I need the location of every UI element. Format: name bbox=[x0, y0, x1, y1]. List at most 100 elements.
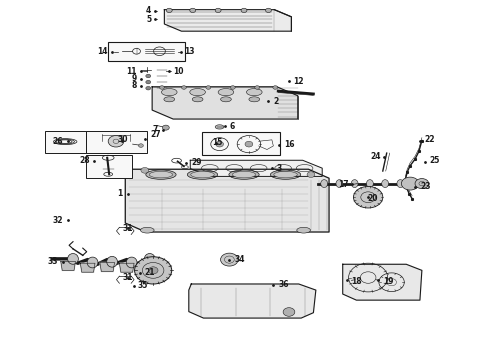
Text: 32: 32 bbox=[53, 216, 63, 225]
Text: 12: 12 bbox=[293, 77, 303, 86]
Polygon shape bbox=[120, 263, 134, 272]
Text: 8: 8 bbox=[131, 81, 137, 90]
Ellipse shape bbox=[297, 227, 311, 233]
Bar bbox=[45, 131, 86, 153]
Ellipse shape bbox=[215, 125, 224, 129]
Polygon shape bbox=[80, 263, 95, 272]
Polygon shape bbox=[152, 87, 298, 119]
Text: 22: 22 bbox=[425, 135, 435, 144]
Ellipse shape bbox=[382, 180, 389, 188]
Ellipse shape bbox=[126, 257, 137, 268]
Ellipse shape bbox=[321, 180, 328, 188]
Text: 15: 15 bbox=[212, 138, 222, 147]
Text: 17: 17 bbox=[338, 180, 348, 189]
Text: 2: 2 bbox=[273, 96, 279, 105]
Ellipse shape bbox=[146, 170, 176, 179]
Ellipse shape bbox=[107, 256, 118, 267]
Circle shape bbox=[220, 253, 238, 266]
Text: 14: 14 bbox=[97, 47, 107, 56]
Polygon shape bbox=[189, 284, 316, 318]
Polygon shape bbox=[100, 262, 115, 271]
Text: 29: 29 bbox=[191, 158, 202, 167]
Circle shape bbox=[401, 177, 419, 190]
Circle shape bbox=[148, 267, 158, 274]
Text: 13: 13 bbox=[184, 47, 195, 56]
Polygon shape bbox=[61, 261, 75, 270]
Circle shape bbox=[266, 8, 271, 13]
Circle shape bbox=[146, 74, 151, 78]
Text: 34: 34 bbox=[234, 255, 245, 264]
Circle shape bbox=[139, 144, 144, 147]
Circle shape bbox=[206, 86, 211, 89]
Text: 18: 18 bbox=[351, 276, 362, 285]
Circle shape bbox=[162, 125, 169, 130]
Ellipse shape bbox=[190, 89, 205, 96]
Text: 10: 10 bbox=[172, 67, 183, 76]
Circle shape bbox=[307, 172, 315, 177]
Circle shape bbox=[216, 141, 223, 147]
Text: 26: 26 bbox=[53, 137, 63, 146]
Circle shape bbox=[415, 179, 429, 189]
Circle shape bbox=[181, 86, 186, 89]
Text: 11: 11 bbox=[126, 67, 137, 76]
Bar bbox=[202, 132, 280, 155]
Ellipse shape bbox=[141, 227, 154, 233]
Text: 6: 6 bbox=[229, 122, 235, 131]
Ellipse shape bbox=[87, 257, 98, 268]
Text: 30: 30 bbox=[118, 135, 128, 144]
Ellipse shape bbox=[149, 171, 172, 178]
Bar bbox=[86, 155, 132, 178]
Text: 21: 21 bbox=[145, 268, 155, 277]
Ellipse shape bbox=[164, 97, 174, 102]
Ellipse shape bbox=[192, 97, 203, 102]
Circle shape bbox=[353, 186, 383, 208]
Circle shape bbox=[245, 141, 253, 147]
Ellipse shape bbox=[367, 180, 373, 188]
Circle shape bbox=[241, 8, 247, 13]
Text: 1: 1 bbox=[118, 189, 123, 198]
Bar bbox=[108, 41, 185, 61]
Text: 3: 3 bbox=[277, 164, 282, 173]
Ellipse shape bbox=[232, 171, 256, 178]
Text: 25: 25 bbox=[430, 157, 440, 166]
Circle shape bbox=[190, 8, 196, 13]
Circle shape bbox=[230, 86, 235, 89]
Ellipse shape bbox=[351, 180, 358, 188]
Polygon shape bbox=[190, 160, 322, 176]
Circle shape bbox=[146, 80, 151, 84]
Text: 27: 27 bbox=[151, 130, 161, 139]
Ellipse shape bbox=[161, 89, 177, 96]
Ellipse shape bbox=[336, 180, 343, 188]
Text: 19: 19 bbox=[383, 276, 393, 285]
Ellipse shape bbox=[187, 170, 218, 179]
Text: 9: 9 bbox=[131, 74, 137, 83]
Text: 36: 36 bbox=[278, 280, 289, 289]
Ellipse shape bbox=[246, 89, 262, 96]
Text: 31: 31 bbox=[123, 224, 133, 233]
Circle shape bbox=[166, 8, 172, 13]
Ellipse shape bbox=[191, 171, 214, 178]
Circle shape bbox=[108, 135, 124, 147]
Text: 24: 24 bbox=[370, 152, 381, 161]
Ellipse shape bbox=[68, 253, 78, 264]
Polygon shape bbox=[343, 264, 422, 300]
Text: 20: 20 bbox=[368, 194, 378, 203]
Text: 5: 5 bbox=[146, 15, 151, 24]
Ellipse shape bbox=[145, 253, 155, 264]
Circle shape bbox=[146, 86, 151, 90]
Text: 23: 23 bbox=[420, 182, 430, 191]
Ellipse shape bbox=[270, 170, 301, 179]
Circle shape bbox=[273, 86, 278, 89]
Ellipse shape bbox=[220, 97, 231, 102]
Circle shape bbox=[255, 86, 260, 89]
Text: 7: 7 bbox=[153, 125, 158, 134]
Circle shape bbox=[283, 308, 295, 316]
Polygon shape bbox=[164, 10, 292, 31]
Text: 16: 16 bbox=[284, 140, 294, 149]
Text: 35: 35 bbox=[138, 281, 148, 290]
Circle shape bbox=[135, 257, 171, 284]
Circle shape bbox=[215, 8, 221, 13]
Text: 33: 33 bbox=[48, 257, 58, 266]
Text: 4: 4 bbox=[146, 6, 151, 15]
Text: 31: 31 bbox=[123, 273, 133, 282]
